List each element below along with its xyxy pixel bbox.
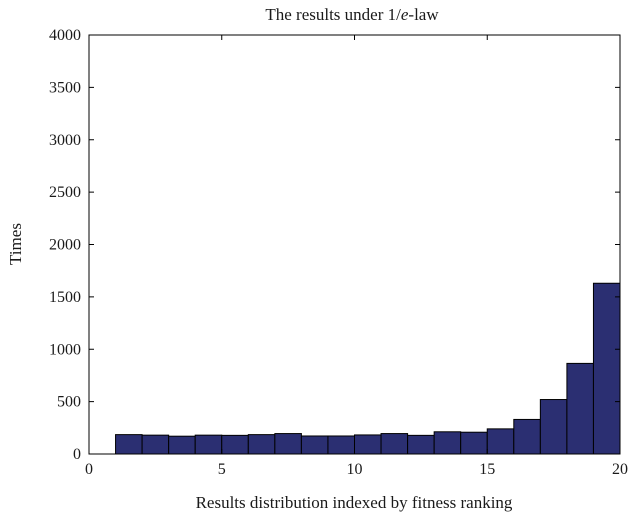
bar-11 [380, 433, 409, 455]
bar-6 [247, 434, 276, 455]
bar-18 [566, 362, 594, 455]
bar-4 [194, 434, 223, 455]
bar-17 [539, 399, 568, 455]
bar-13 [433, 431, 462, 455]
x-axis: 0 5 10 15 20 [85, 35, 628, 478]
bar-7 [274, 433, 302, 455]
bar-8 [300, 435, 329, 455]
x-tick-label: 5 [218, 461, 226, 478]
plot-area [89, 35, 620, 454]
x-tick-label: 0 [85, 461, 93, 478]
bar-14 [460, 431, 488, 455]
bars-group [115, 282, 621, 455]
bar-19 [592, 282, 621, 455]
bar-15 [486, 428, 515, 455]
bar-12 [407, 434, 435, 455]
y-tick-label: 3500 [49, 79, 81, 96]
y-tick-label: 1500 [49, 289, 81, 306]
x-tick-label: 15 [479, 461, 495, 478]
bar-9 [327, 435, 356, 455]
bar-1 [115, 434, 143, 455]
y-tick-label: 0 [73, 446, 81, 463]
y-tick-label: 1000 [49, 341, 81, 358]
x-tick-label: 10 [347, 461, 363, 478]
y-tick-label: 3000 [49, 132, 81, 149]
chart-title: The results under 1/e-law [265, 5, 439, 24]
bar-2 [141, 434, 170, 455]
x-tick-label: 20 [612, 461, 628, 478]
y-axis-title: Times [6, 223, 25, 265]
y-tick-label: 2000 [49, 237, 81, 254]
y-tick-label: 4000 [49, 27, 81, 44]
y-tick-label: 2500 [49, 184, 81, 201]
y-axis: 0 500 1000 1500 2000 2500 3000 3500 4000 [49, 27, 620, 463]
bar-16 [513, 418, 541, 455]
bar-10 [354, 434, 382, 455]
bar-5 [221, 434, 249, 455]
y-tick-label: 500 [57, 394, 81, 411]
bar-3 [168, 435, 196, 455]
x-axis-title: Results distribution indexed by fitness … [196, 493, 513, 512]
